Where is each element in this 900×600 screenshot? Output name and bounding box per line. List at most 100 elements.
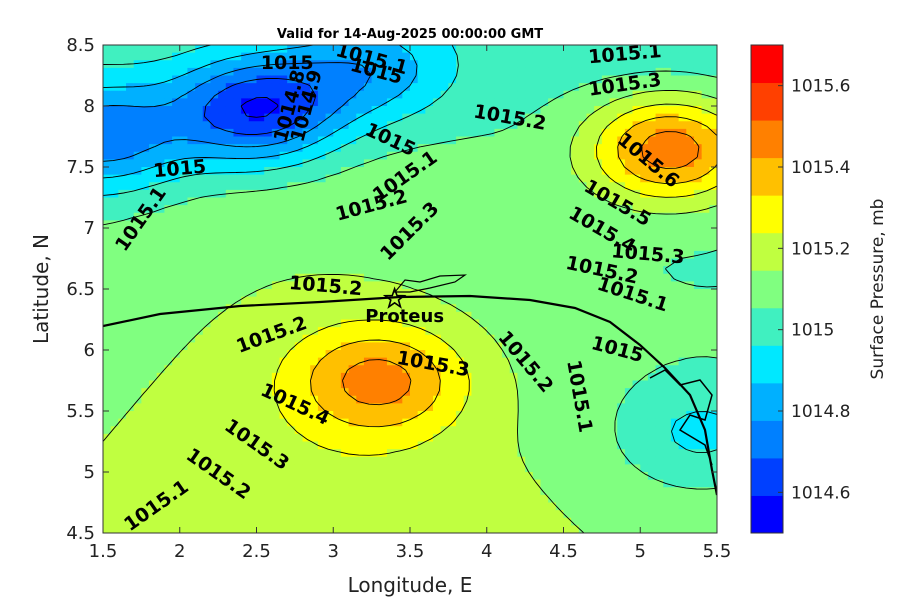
field-cell [647, 266, 657, 275]
field-cell [379, 75, 388, 84]
field-cell [486, 334, 496, 343]
field-cell [233, 273, 242, 282]
field-cell [271, 75, 281, 84]
field-cell [248, 128, 258, 138]
field-cell [456, 151, 465, 160]
field-cell [302, 60, 311, 69]
field-cell [693, 151, 703, 160]
field-cell [195, 372, 204, 382]
field-cell [394, 502, 403, 511]
field-cell [317, 525, 327, 533]
field-cell [609, 441, 618, 450]
field-cell [410, 113, 419, 122]
field-cell [548, 517, 557, 526]
field-cell [133, 67, 142, 77]
field-cell [218, 273, 227, 282]
field-cell [456, 517, 465, 526]
field-cell [509, 273, 519, 282]
field-cell [670, 60, 680, 69]
field-cell [663, 350, 672, 359]
field-cell [632, 151, 641, 160]
field-cell [693, 228, 703, 237]
field-cell [271, 243, 281, 252]
field-cell [133, 472, 142, 481]
field-cell [509, 189, 519, 199]
field-cell [386, 372, 396, 382]
field-cell [548, 502, 557, 511]
field-cell [210, 212, 219, 221]
field-cell [325, 228, 334, 237]
field-cell [279, 90, 288, 99]
field-cell [425, 403, 434, 412]
field-cell [348, 144, 357, 153]
field-cell [225, 266, 235, 275]
field-cell [149, 464, 158, 473]
field-cell [617, 464, 626, 473]
field-cell [548, 205, 557, 214]
field-cell [210, 243, 219, 252]
field-cell [647, 167, 657, 176]
field-cell [210, 342, 219, 351]
field-cell [402, 128, 411, 138]
field-cell [563, 403, 572, 412]
field-cell [202, 243, 212, 252]
field-cell [471, 266, 480, 275]
field-cell [271, 449, 281, 458]
field-cell [647, 311, 657, 321]
field-cell [202, 281, 212, 290]
field-cell [371, 403, 380, 412]
field-cell [218, 151, 227, 160]
field-cell [394, 510, 403, 519]
field-cell [218, 250, 227, 260]
field-cell [386, 426, 396, 435]
field-cell [126, 258, 135, 267]
field-cell [356, 395, 365, 404]
field-cell [571, 159, 580, 168]
field-cell [678, 319, 687, 328]
field-cell [241, 350, 250, 359]
field-cell [356, 334, 365, 343]
field-cell [517, 456, 526, 465]
field-cell [647, 220, 657, 229]
field-cell [502, 205, 511, 214]
field-cell [210, 281, 219, 290]
field-cell [693, 52, 703, 61]
field-cell [471, 304, 480, 313]
field-cell [632, 319, 641, 328]
field-cell [256, 487, 265, 496]
field-cell [479, 67, 488, 77]
field-cell [133, 433, 142, 443]
field-cell [386, 45, 396, 54]
field-cell [156, 426, 165, 435]
field-cell [195, 144, 204, 153]
field-cell [294, 144, 304, 153]
field-cell [371, 136, 380, 145]
field-cell [363, 388, 373, 397]
field-cell [379, 121, 388, 130]
field-cell [517, 388, 526, 397]
field-cell [340, 464, 350, 473]
field-cell [386, 205, 396, 214]
field-cell [594, 75, 603, 84]
field-cell [225, 464, 235, 473]
field-cell [225, 250, 235, 260]
field-cell [340, 189, 350, 199]
field-cell [118, 456, 127, 465]
field-cell [310, 411, 319, 420]
field-cell [578, 441, 588, 450]
field-cell [118, 220, 127, 229]
field-cell [371, 472, 380, 481]
field-cell [448, 75, 457, 84]
field-cell [425, 182, 434, 191]
field-cell [578, 128, 588, 138]
field-cell [517, 449, 526, 458]
field-cell [195, 319, 204, 328]
field-cell [440, 380, 449, 389]
field-cell [172, 426, 181, 435]
field-cell [402, 479, 411, 488]
field-cell [563, 45, 572, 54]
field-cell [340, 403, 350, 412]
field-cell [233, 350, 242, 359]
field-cell [402, 433, 411, 443]
field-cell [502, 289, 511, 298]
